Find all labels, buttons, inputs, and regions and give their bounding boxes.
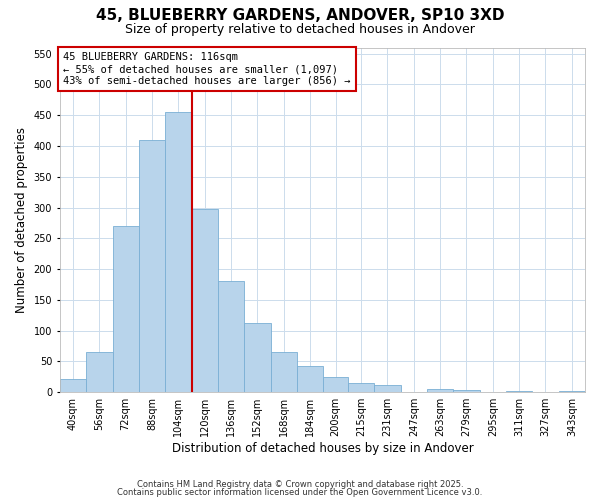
Bar	[113, 226, 139, 392]
Bar	[297, 366, 323, 392]
Text: 45, BLUEBERRY GARDENS, ANDOVER, SP10 3XD: 45, BLUEBERRY GARDENS, ANDOVER, SP10 3XD	[96, 8, 504, 22]
X-axis label: Distribution of detached houses by size in Andover: Distribution of detached houses by size …	[172, 442, 473, 455]
Bar	[559, 391, 585, 392]
Text: Contains HM Land Registry data © Crown copyright and database right 2025.: Contains HM Land Registry data © Crown c…	[137, 480, 463, 489]
Bar	[506, 391, 532, 392]
Bar	[60, 378, 86, 392]
Text: Size of property relative to detached houses in Andover: Size of property relative to detached ho…	[125, 22, 475, 36]
Bar	[165, 112, 191, 392]
Text: Contains public sector information licensed under the Open Government Licence v3: Contains public sector information licen…	[118, 488, 482, 497]
Bar	[348, 383, 374, 392]
Y-axis label: Number of detached properties: Number of detached properties	[15, 127, 28, 313]
Bar	[218, 282, 244, 392]
Bar	[244, 322, 271, 392]
Bar	[374, 386, 401, 392]
Bar	[453, 390, 479, 392]
Bar	[271, 352, 297, 392]
Bar	[139, 140, 165, 392]
Bar	[323, 377, 348, 392]
Text: 45 BLUEBERRY GARDENS: 116sqm
← 55% of detached houses are smaller (1,097)
43% of: 45 BLUEBERRY GARDENS: 116sqm ← 55% of de…	[63, 52, 350, 86]
Bar	[427, 389, 453, 392]
Bar	[191, 210, 218, 392]
Bar	[86, 352, 113, 392]
